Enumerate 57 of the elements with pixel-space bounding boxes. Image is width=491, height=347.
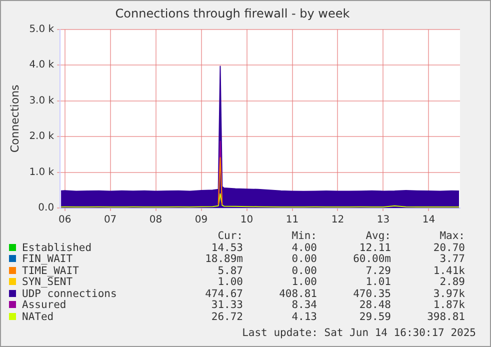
x-tick-label: 13 [376, 214, 390, 226]
text: 5.87 [216, 264, 243, 277]
text: 1.00 [290, 276, 317, 288]
x-tick-label: 12 [331, 214, 344, 226]
x-tick-label: 10 [240, 214, 254, 226]
text: Min: [290, 230, 317, 242]
text: 18.89m [204, 253, 243, 266]
text: 28.48 [358, 299, 391, 312]
text: 1.41k [432, 264, 465, 277]
text: 14.53 [210, 242, 243, 254]
text: 1.87k [432, 299, 465, 312]
legend-label: Established [22, 242, 92, 254]
legend-label: SYN_SENT [22, 276, 73, 288]
x-tick-label: 08 [149, 214, 162, 226]
text: 60.00m [352, 253, 391, 266]
text: 26.72 [210, 310, 243, 323]
x-tick-label: 07 [104, 214, 117, 226]
text: 20.70 [432, 242, 465, 254]
y-tick-label: 2.0 k [29, 131, 54, 142]
text: 4.00 [290, 242, 317, 254]
text: Last update: Sat Jun 14 16:30:17 2025 [242, 327, 476, 339]
x-tick-label: 06 [58, 214, 72, 226]
text: 1.01 [364, 276, 391, 288]
text: 474.67 [204, 288, 243, 300]
y-tick-label: 4.0 k [29, 60, 54, 71]
x-tick-label: 09 [194, 214, 208, 226]
legend-label: UDP connections [22, 288, 117, 300]
text: 470.35 [352, 288, 391, 300]
legend-label: TIME_WAIT [22, 264, 79, 276]
legend-label: Assured [22, 299, 66, 311]
text: 0.00 [290, 264, 317, 277]
text: 29.59 [358, 310, 391, 323]
text: 0.00 [290, 253, 317, 266]
text: 7.29 [364, 264, 391, 277]
legend-label: NATed [22, 310, 54, 322]
text: 398.81 [426, 310, 465, 323]
legend-label: FIN_WAIT [22, 253, 73, 265]
x-tick-label: 14 [422, 214, 436, 226]
y-axis-title: Connections [8, 84, 22, 153]
text: 2.89 [438, 276, 465, 288]
text: Max: [438, 230, 465, 242]
text: 12.11 [358, 242, 391, 254]
text: Cur: [216, 230, 243, 242]
text: Avg: [364, 230, 391, 242]
y-tick-label: 5.0 k [29, 24, 54, 35]
text: 1.00 [216, 276, 243, 288]
text: 3.97k [432, 288, 465, 300]
text: 4.13 [290, 310, 317, 323]
y-tick-label: 0.0 [38, 202, 54, 214]
chart-title: Connections through firewall - by week [115, 6, 350, 20]
y-tick-label: 1.0 k [29, 166, 54, 178]
text: 408.81 [278, 288, 317, 300]
y-tick-label: 3.0 k [29, 95, 54, 106]
text: 3.77 [438, 253, 465, 266]
text: 31.33 [210, 299, 243, 312]
text: 8.34 [290, 299, 317, 312]
x-tick-label: 11 [286, 214, 299, 226]
